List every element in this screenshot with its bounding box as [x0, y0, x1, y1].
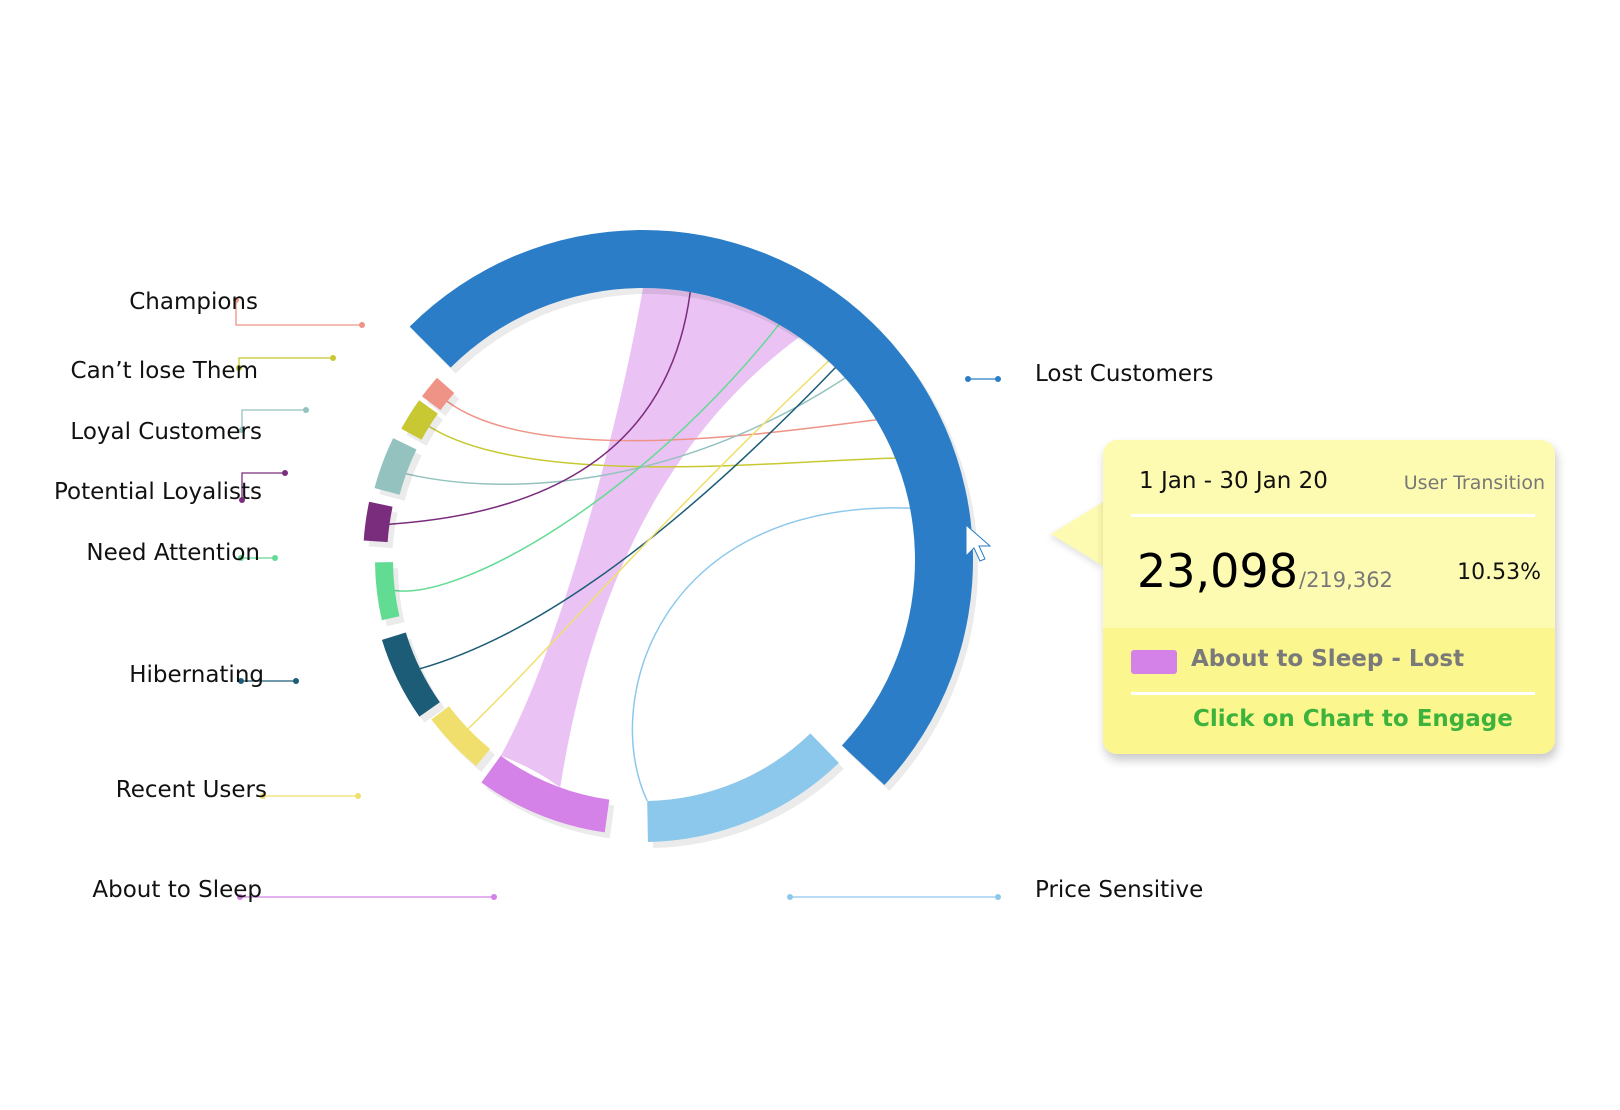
- segment-label-price-sensitive[interactable]: Price Sensitive: [1035, 877, 1203, 903]
- leader-dot-hibernating: [238, 678, 244, 684]
- chord-champions-to-lost-customers[interactable]: [446, 400, 877, 442]
- tooltip-color-swatch: [1131, 650, 1177, 674]
- arc-segment-about-to-sleep[interactable]: [481, 755, 610, 833]
- transition-tooltip: 1 Jan - 30 Jan 20 User Transition 23,098…: [1051, 440, 1555, 754]
- tooltip-divider: [1131, 514, 1535, 517]
- leader-dot-about-to-sleep: [237, 894, 243, 900]
- segment-label-lost-customers[interactable]: Lost Customers: [1035, 361, 1214, 387]
- tooltip-pointer: [1051, 502, 1103, 566]
- leader-dot-need-attention: [272, 555, 278, 561]
- segment-label-need-attention[interactable]: Need Attention: [86, 540, 260, 566]
- leader-dot-can-t-lose-them: [236, 365, 242, 371]
- leader-dot-champions: [233, 297, 239, 303]
- tooltip-divider: [1131, 692, 1535, 695]
- chord-price-sensitive-to-lost-customers[interactable]: [631, 507, 911, 802]
- segment-label-about-to-sleep[interactable]: About to Sleep: [92, 877, 262, 903]
- segment-label-can-t-lose-them[interactable]: Can’t lose Them: [71, 358, 258, 384]
- segment-label-loyal-customers[interactable]: Loyal Customers: [70, 419, 262, 445]
- leader-dot-recent-users: [355, 793, 361, 799]
- leader-line-champions: [235, 300, 362, 326]
- leader-dot-price-sensitive: [995, 894, 1001, 900]
- tooltip-total: /219,362: [1299, 568, 1393, 592]
- leader-dot-price-sensitive: [787, 894, 793, 900]
- leader-dot-loyal-customers: [239, 427, 245, 433]
- leader-dot-champions: [359, 322, 365, 328]
- leader-dot-loyal-customers: [303, 407, 309, 413]
- arc-segment-loyal-customers[interactable]: [374, 438, 417, 495]
- leader-line-potential-loyalists: [241, 472, 285, 500]
- segment-label-recent-users[interactable]: Recent Users: [116, 777, 267, 803]
- tooltip-footer: [1103, 628, 1555, 754]
- chord-need-attention-to-lost-customers[interactable]: [394, 323, 780, 592]
- leader-dot-lost-customers: [995, 376, 1001, 382]
- leader-dot-can-t-lose-them: [330, 355, 336, 361]
- leader-dot-about-to-sleep: [491, 894, 497, 900]
- leader-line-loyal-customers: [241, 409, 306, 430]
- leader-dot-need-attention: [238, 555, 244, 561]
- leader-dot-hibernating: [293, 678, 299, 684]
- tooltip-date-range: 1 Jan - 30 Jan 20: [1139, 468, 1328, 494]
- leader-dot-potential-loyalists: [239, 497, 245, 503]
- tooltip-value: 23,098: [1137, 544, 1298, 598]
- segment-label-champions[interactable]: Champions: [129, 289, 258, 315]
- segment-label-hibernating[interactable]: Hibernating: [129, 662, 264, 688]
- leader-dot-lost-customers: [965, 376, 971, 382]
- tooltip-kind: User Transition: [1403, 472, 1545, 494]
- chord-ribbon-about-to-sleep-to-lost-customers[interactable]: [500, 288, 800, 788]
- leader-dot-potential-loyalists: [282, 470, 288, 476]
- arc-segment-can-t-lose-them[interactable]: [401, 400, 438, 440]
- arc-segment-champions[interactable]: [421, 377, 455, 411]
- tooltip-transition-pair: About to Sleep - Lost: [1191, 646, 1465, 672]
- leader-dot-recent-users: [260, 793, 266, 799]
- segment-label-potential-loyalists[interactable]: Potential Loyalists: [54, 479, 262, 505]
- pointer-arrow-icon: [965, 523, 992, 562]
- arc-segment-recent-users[interactable]: [431, 706, 491, 766]
- arc-segment-lost-customers[interactable]: [409, 230, 973, 786]
- arc-segment-price-sensitive[interactable]: [647, 733, 839, 842]
- chord-hibernating-to-lost-customers[interactable]: [419, 367, 836, 670]
- leader-line-can-t-lose-them: [238, 357, 333, 368]
- tooltip-percent: 10.53%: [1457, 560, 1541, 585]
- arc-segment-potential-loyalists[interactable]: [363, 501, 393, 543]
- chord-can-t-lose-them-to-lost-customers[interactable]: [428, 425, 896, 468]
- chord-potential-loyalists-to-lost-customers[interactable]: [389, 292, 691, 526]
- engage-cta[interactable]: Click on Chart to Engage: [1193, 706, 1513, 732]
- arc-segment-need-attention[interactable]: [375, 562, 400, 621]
- arc-segment-hibernating[interactable]: [381, 632, 440, 717]
- chord-recent-users-to-lost-customers[interactable]: [467, 360, 830, 730]
- chord-loyal-customers-to-lost-customers[interactable]: [406, 377, 846, 485]
- tooltip-panel: [1103, 440, 1555, 754]
